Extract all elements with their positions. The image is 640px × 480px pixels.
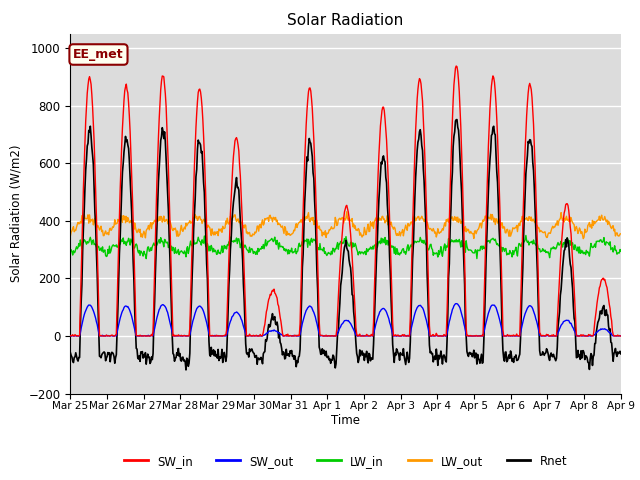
Line: LW_in: LW_in	[70, 235, 621, 259]
LW_in	[190, 237, 198, 243]
LW_in	[67, 248, 74, 254]
LW_in	[413, 239, 421, 244]
LW_out	[617, 231, 625, 237]
SW_in	[219, 333, 227, 339]
X-axis label: Time: Time	[331, 414, 360, 427]
SW_in	[413, 96, 421, 102]
SW_in	[77, 272, 85, 278]
LW_in	[77, 237, 84, 243]
LW_in	[617, 248, 625, 254]
SW_in	[452, 63, 460, 69]
SW_out	[67, 333, 74, 339]
Rnet	[190, 226, 198, 232]
SW_out	[413, 305, 421, 311]
Y-axis label: Solar Radiation (W/m2): Solar Radiation (W/m2)	[10, 145, 23, 282]
SW_out	[67, 333, 75, 339]
LW_out	[77, 219, 84, 225]
SW_in	[190, 186, 198, 192]
LW_out	[133, 230, 141, 236]
SW_in	[134, 333, 141, 339]
Rnet	[617, 351, 625, 357]
SW_in	[617, 333, 625, 339]
LW_out	[429, 226, 437, 231]
SW_out	[452, 301, 460, 307]
Line: LW_out: LW_out	[70, 212, 621, 239]
SW_out	[429, 333, 437, 339]
SW_in	[67, 333, 74, 338]
Rnet	[182, 367, 190, 373]
LW_in	[219, 250, 227, 255]
LW_out	[413, 215, 421, 221]
Title: Solar Radiation: Solar Radiation	[287, 13, 404, 28]
Rnet	[133, 346, 141, 352]
LW_in	[142, 256, 150, 262]
SW_out	[219, 333, 227, 339]
Text: EE_met: EE_met	[73, 48, 124, 61]
Line: SW_in: SW_in	[70, 66, 621, 336]
LW_in	[429, 252, 437, 258]
LW_in	[522, 232, 530, 238]
SW_in	[429, 332, 437, 337]
Legend: SW_in, SW_out, LW_in, LW_out, Rnet: SW_in, SW_out, LW_in, LW_out, Rnet	[119, 450, 572, 472]
Line: Rnet: Rnet	[70, 120, 621, 370]
LW_out	[189, 216, 196, 222]
LW_out	[343, 209, 351, 215]
SW_in	[67, 333, 75, 339]
SW_out	[77, 325, 85, 331]
Rnet	[219, 360, 227, 365]
Rnet	[77, 324, 84, 330]
SW_out	[617, 333, 625, 339]
LW_out	[67, 233, 74, 239]
LW_out	[579, 236, 587, 241]
LW_in	[133, 242, 141, 248]
LW_out	[218, 229, 226, 235]
Rnet	[453, 117, 461, 122]
Line: SW_out: SW_out	[70, 304, 621, 336]
Rnet	[429, 359, 437, 365]
Rnet	[67, 350, 74, 356]
Rnet	[413, 147, 421, 153]
SW_out	[190, 316, 198, 322]
SW_out	[134, 333, 141, 338]
